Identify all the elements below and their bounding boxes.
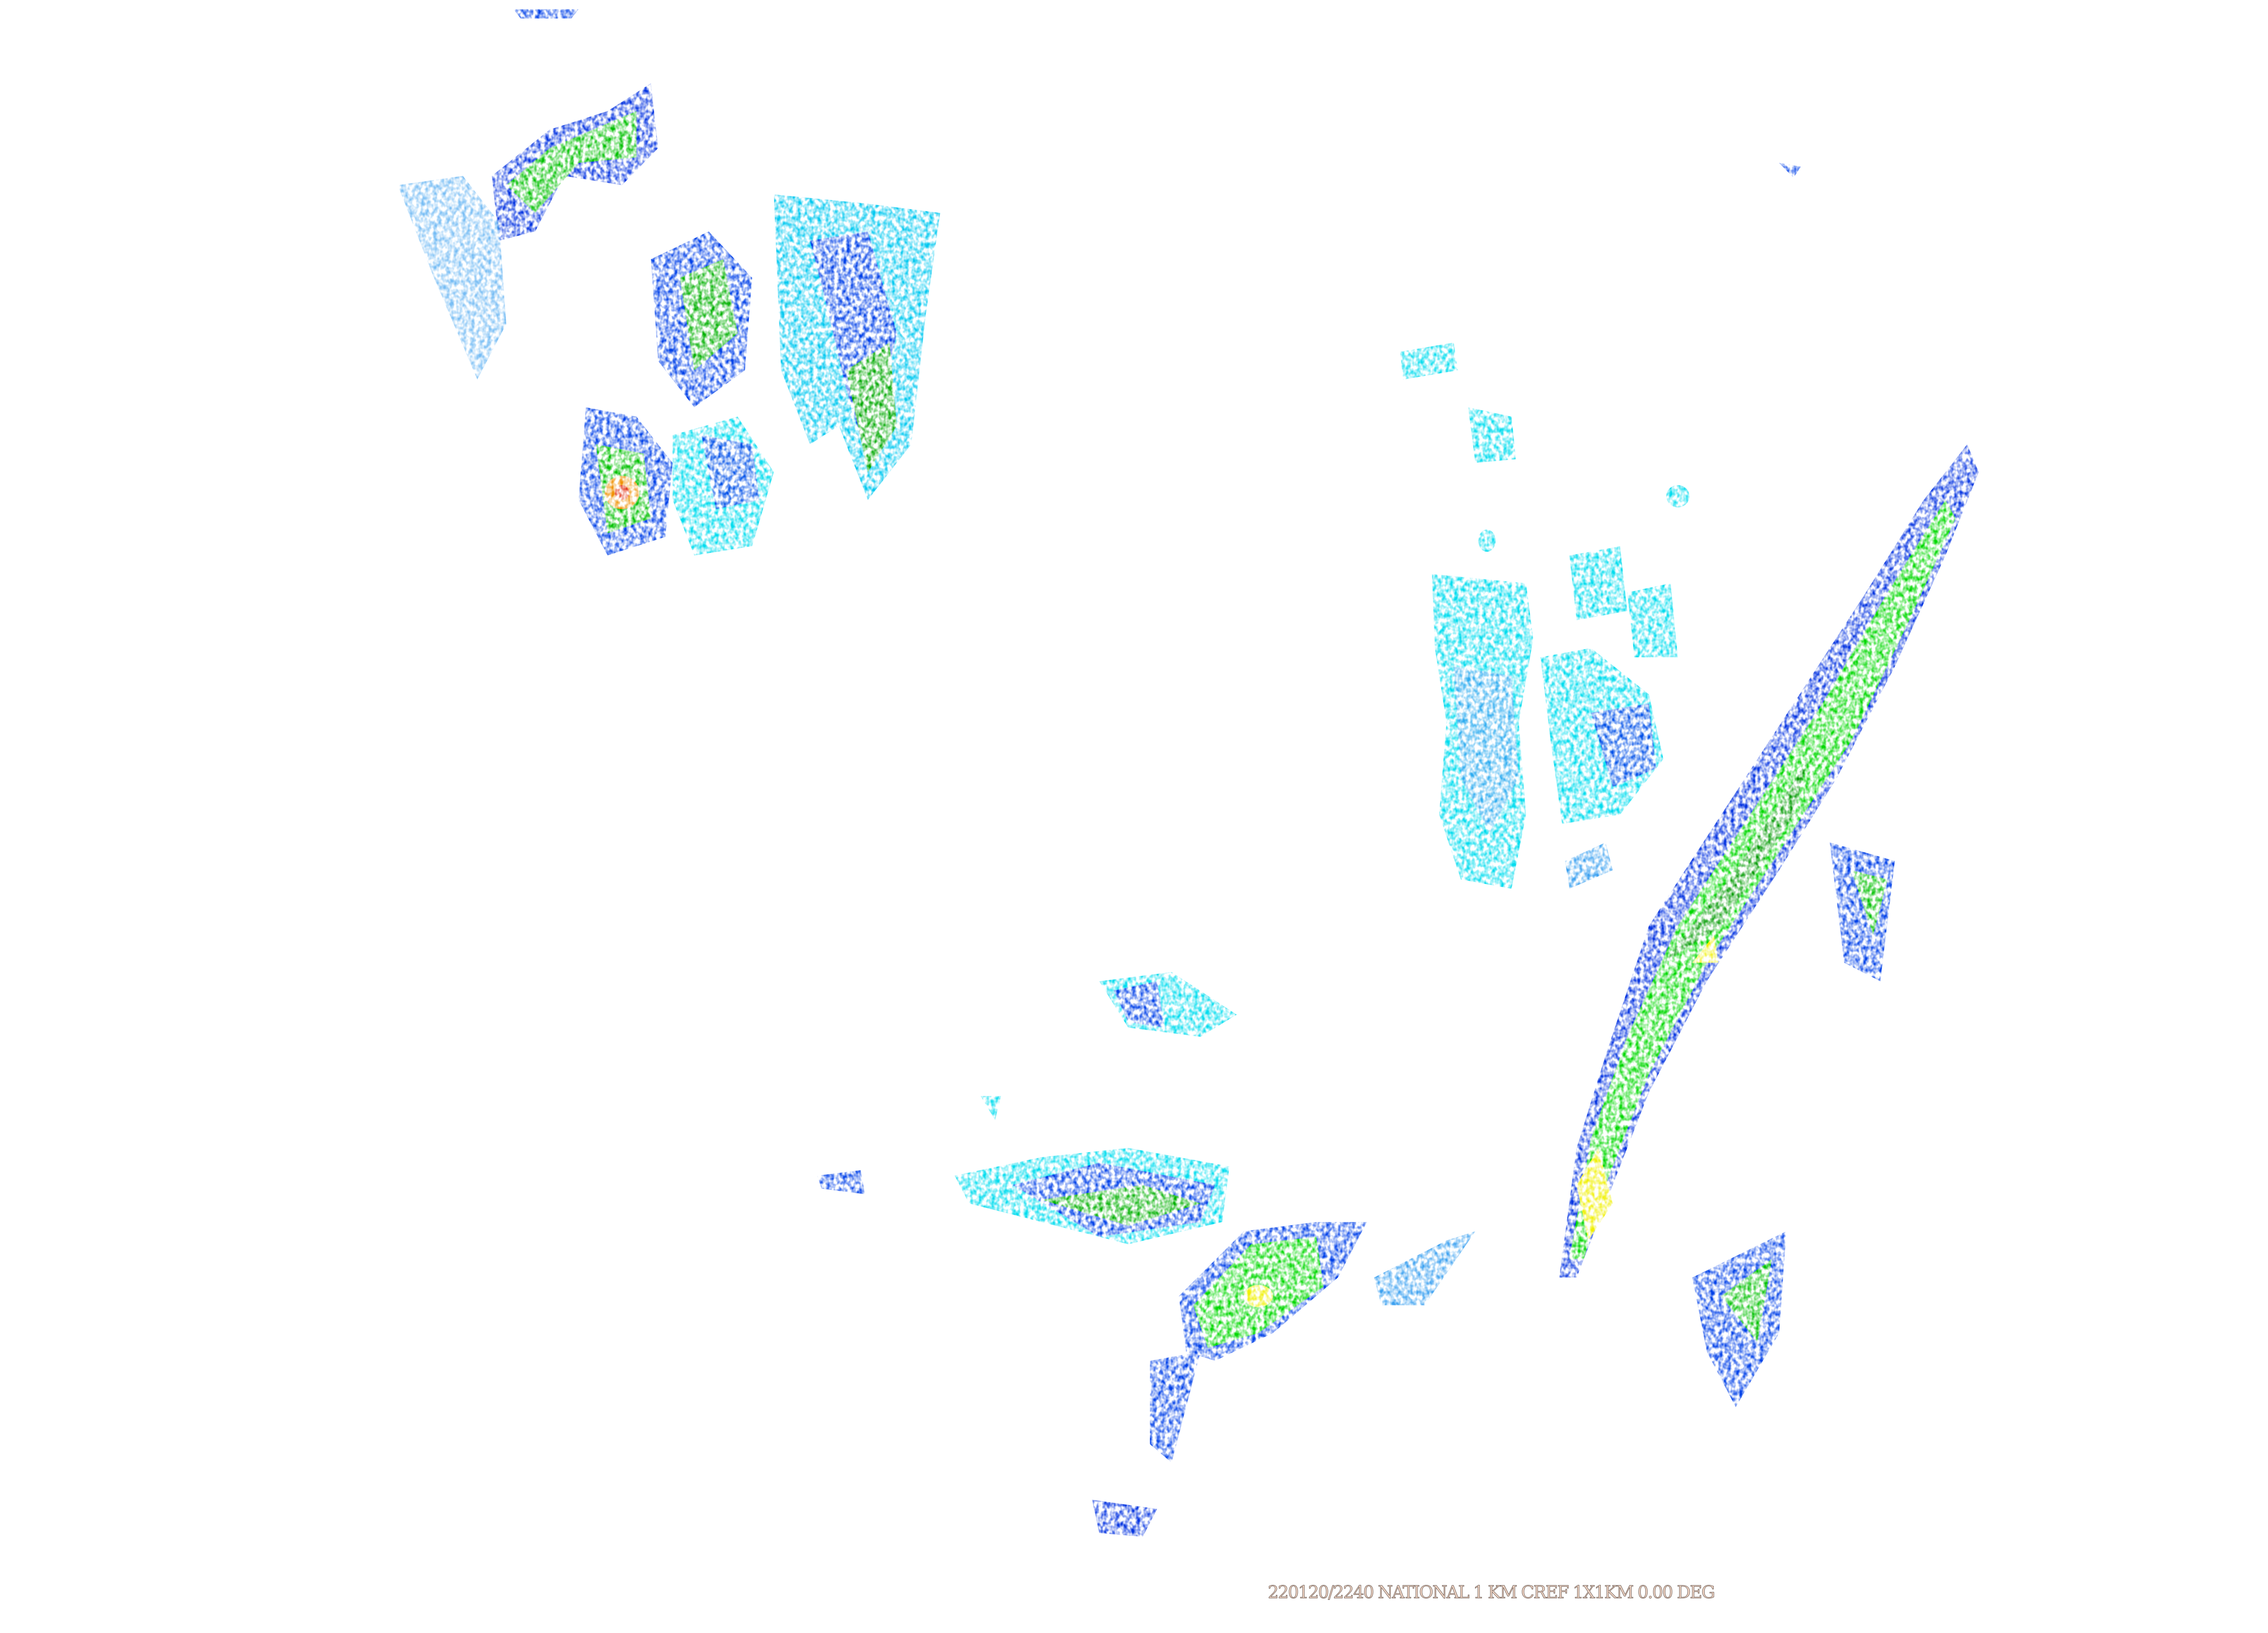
precip-area-east-central: [1400, 342, 1690, 889]
precip-cell-south: [513, 9, 1801, 1537]
precip-band-squall-line: [1559, 444, 1979, 1408]
product-caption: 220120/2240 NATIONAL 1 KM CREF 1X1KM 0.0…: [1268, 1582, 1716, 1603]
precip-cell-northwest: [397, 83, 940, 556]
